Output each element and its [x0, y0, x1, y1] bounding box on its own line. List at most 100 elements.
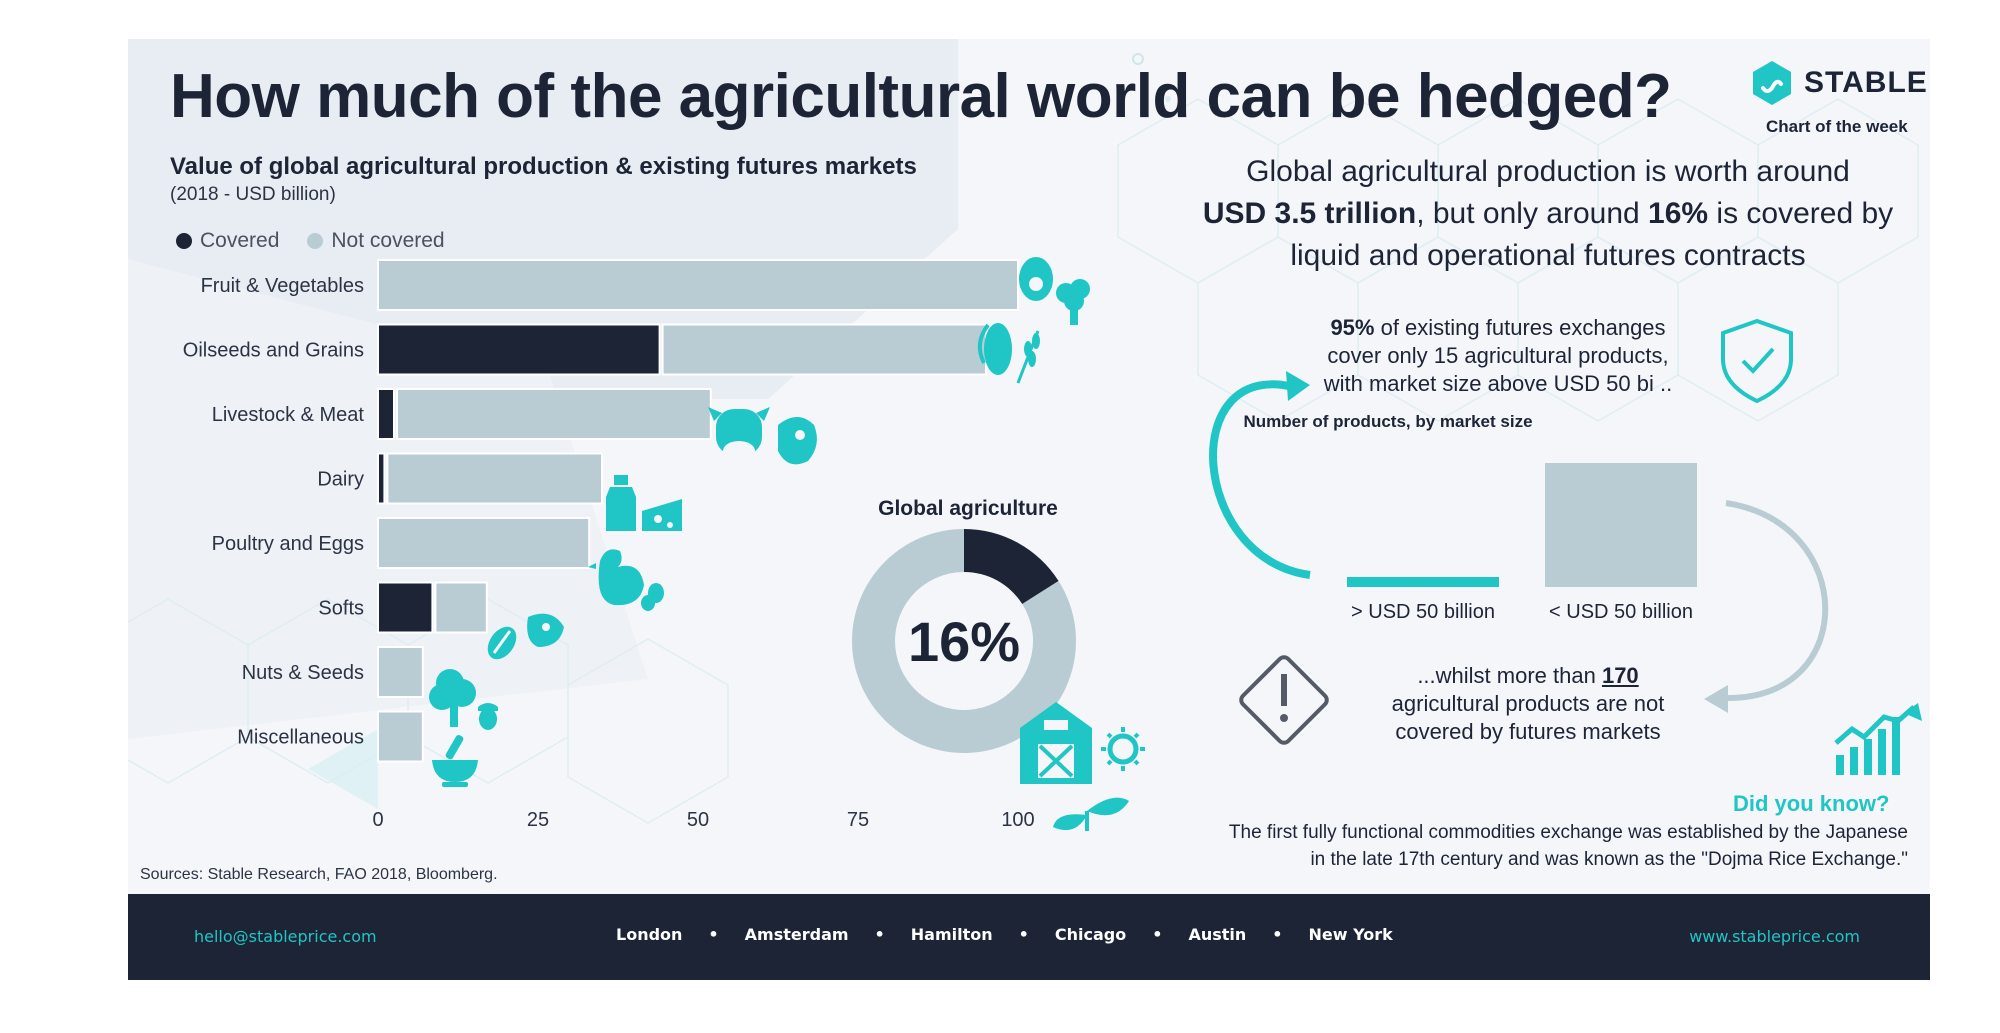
- headline-text: Global agricultural production is worth …: [1148, 151, 1930, 277]
- footer-city: Hamilton: [910, 925, 993, 944]
- whilst-line-3: covered by futures markets: [1395, 719, 1661, 744]
- fact95-line-1: 95% of existing futures exchanges: [1288, 314, 1708, 342]
- footer-city: Austin: [1188, 925, 1247, 944]
- footer-separator: •: [874, 925, 885, 944]
- brand-name: STABLE: [1804, 66, 1928, 99]
- footer-city: London: [616, 925, 683, 944]
- legend-label-not-covered: Not covered: [331, 229, 445, 252]
- footer-city: New York: [1308, 925, 1393, 944]
- headline-value-trillion: USD 3.5 trillion: [1202, 197, 1417, 230]
- shield-check-icon: [1721, 318, 1793, 404]
- bar-not-covered: [661, 323, 987, 376]
- category-label: Fruit & Vegetables: [201, 275, 364, 297]
- sprout-icon: [1053, 797, 1129, 831]
- footer-email-link[interactable]: hello@stableprice.com: [194, 927, 377, 946]
- teal-arrow-head: [1286, 371, 1310, 401]
- avocado-broccoli-icon: [1019, 257, 1090, 325]
- category-label: Miscellaneous: [237, 727, 364, 749]
- category-label: Poultry and Eggs: [212, 533, 364, 555]
- bar-not-covered: [386, 452, 603, 505]
- bar-covered: [377, 388, 395, 440]
- grey-circular-arrow: [1725, 500, 1829, 702]
- chicken-egg-icon: [588, 549, 664, 611]
- x-tick-label: 25: [527, 809, 549, 831]
- fact95-line-3: with market size above USD 50 bi ..: [1323, 371, 1673, 396]
- category-label: Dairy: [317, 469, 364, 491]
- footer-city: Amsterdam: [744, 925, 849, 944]
- grey-arrow-head: [1704, 685, 1728, 713]
- did-you-know-line-1: The first fully functional commodities e…: [1228, 822, 1908, 843]
- corn-wheat-icon: [977, 323, 1040, 384]
- donut-slice-covered: [964, 529, 1059, 605]
- tree-acorn-icon: [429, 669, 498, 730]
- footer-separator: •: [708, 925, 719, 944]
- cow-meat-icon: [708, 407, 817, 465]
- donut-center-label: 16%: [908, 610, 1020, 673]
- fact-95-percent: 95% of existing futures exchanges cover …: [1288, 314, 1708, 398]
- milk-cheese-icon: [606, 475, 682, 531]
- headline-line-2: USD 3.5 trillion, but only around 16% is…: [1148, 193, 1930, 235]
- category-label: Nuts & Seeds: [242, 662, 364, 684]
- chart-subtitle: (2018 - USD billion): [170, 184, 336, 205]
- market-bar-large: [1347, 577, 1499, 587]
- x-tick-label: 100: [1001, 809, 1034, 831]
- footer-city: Chicago: [1054, 925, 1127, 944]
- category-label: Softs: [318, 598, 364, 620]
- headline-line-1: Global agricultural production is worth …: [1246, 155, 1850, 188]
- did-you-know-heading: Did you know?: [1733, 791, 1890, 816]
- headline-line-3: liquid and operational futures contracts: [1290, 239, 1806, 272]
- bar-not-covered: [434, 581, 488, 634]
- bar-not-covered: [377, 517, 591, 569]
- page-title: How much of the agricultural world can b…: [170, 62, 1672, 131]
- footer-cities: London • Amsterdam • Hamilton • Chicago …: [616, 925, 1393, 944]
- sources-note: Sources: Stable Research, FAO 2018, Bloo…: [140, 866, 498, 883]
- brand-logo: STABLE: [1750, 61, 1928, 105]
- whilst-count: 170: [1601, 663, 1639, 688]
- legend-swatch-covered: [176, 233, 192, 249]
- mortar-bowl-icon: [432, 734, 478, 787]
- teal-circular-arrow: [1209, 380, 1311, 579]
- stable-logo-icon: [1753, 61, 1791, 105]
- legend-label-covered: Covered: [200, 229, 280, 252]
- footer-website-link[interactable]: www.stableprice.com: [1689, 927, 1860, 946]
- warning-diamond-icon: [1239, 655, 1329, 745]
- sun-icon: [1101, 727, 1145, 771]
- category-label: Oilseeds and Grains: [183, 340, 364, 362]
- footer-separator: •: [1018, 925, 1029, 944]
- footer-separator: •: [1152, 925, 1163, 944]
- whilst-line-2: agricultural products are not: [1391, 691, 1665, 716]
- did-you-know-line-2: in the late 17th century and was known a…: [1310, 849, 1908, 870]
- legend-item-not-covered: Not covered: [307, 229, 445, 253]
- bar-not-covered: [396, 388, 712, 440]
- bar-covered: [377, 323, 661, 376]
- market-size-chart-title: Number of products, by market size: [1243, 412, 1533, 431]
- bar-not-covered: [377, 710, 424, 763]
- fact95-rest: of existing futures exchanges: [1374, 315, 1666, 340]
- x-tick-label: 75: [847, 809, 869, 831]
- headline-mid: , but only around: [1416, 197, 1649, 230]
- legend-item-covered: Covered: [176, 229, 279, 253]
- brand-tagline: Chart of the week: [1766, 117, 1908, 136]
- legend-swatch-not-covered: [307, 233, 324, 249]
- coffee-bean-icon: [487, 613, 564, 660]
- chart-legend: Covered Not covered: [176, 229, 445, 253]
- infographic-card: How much of the agricultural world can b…: [128, 39, 1930, 894]
- whilst-line-1: ...whilst more than 170: [1328, 662, 1728, 690]
- bar-not-covered: [377, 646, 424, 698]
- fact95-percent: 95%: [1330, 315, 1375, 340]
- whilst-pre: ...whilst more than: [1417, 663, 1602, 688]
- bar-covered: [377, 581, 434, 634]
- market-label-below-50: < USD 50 billion: [1549, 601, 1693, 623]
- donut-title: Global agriculture: [878, 497, 1058, 520]
- growth-chart-icon: [1834, 703, 1922, 775]
- footer-bar: hello@stableprice.com London • Amsterdam…: [128, 894, 1930, 980]
- did-you-know-text: The first fully functional commodities e…: [1048, 819, 1908, 873]
- fact95-line-2: cover only 15 agricultural products,: [1327, 343, 1669, 368]
- main-chart-svg: Fruit & Vegetables Oilseeds and Grains Liv…: [183, 257, 1922, 831]
- x-tick-label: 50: [687, 809, 709, 831]
- bar-covered: [377, 452, 386, 505]
- barn-icon: [1020, 702, 1092, 784]
- chart-title: Value of global agricultural production …: [170, 153, 917, 180]
- headline-line-2-end: is covered by: [1708, 197, 1894, 230]
- market-bar-small: [1545, 463, 1697, 587]
